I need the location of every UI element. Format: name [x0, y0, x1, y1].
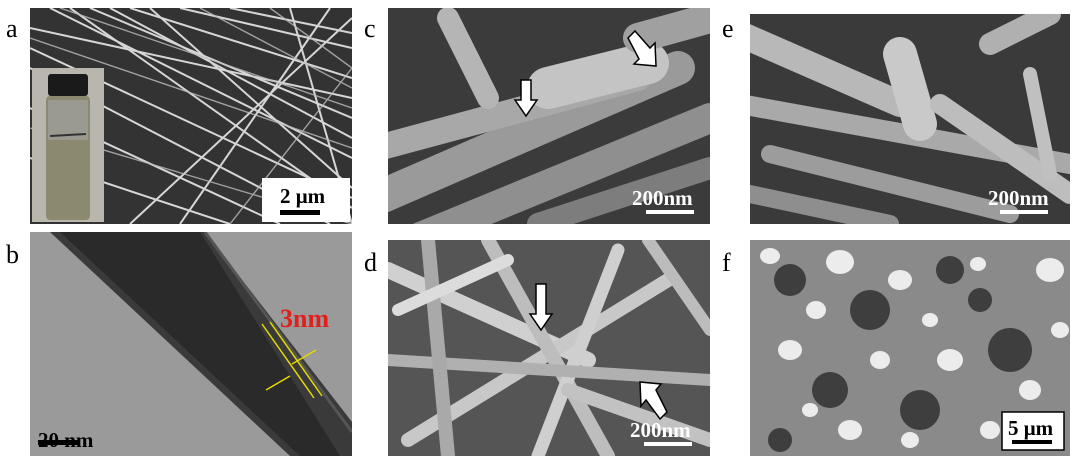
scale-bar-label-c: 200nm	[632, 186, 693, 210]
scale-bar-label-f: 5 μm	[1008, 416, 1054, 440]
scale-bar-label-b: 20 nm	[38, 428, 94, 452]
panel-label-d: d	[364, 248, 377, 277]
sem-image-a: 2 μm	[30, 8, 352, 224]
panel-label-e: e	[722, 14, 734, 43]
thickness-annotation: 3nm	[280, 304, 330, 333]
sem-image-c: 200nm	[388, 8, 710, 224]
sem-image-e: 200nm	[750, 14, 1070, 224]
sem-image-d: 200nm	[388, 240, 710, 456]
panel-label-b: b	[6, 240, 19, 269]
tem-image-b: 3nm 20 nm	[30, 232, 352, 456]
scale-bar-label-e: 200nm	[988, 186, 1049, 210]
scale-bar-label-a: 2 μm	[280, 184, 326, 208]
scale-bar-label-d: 200nm	[630, 418, 691, 442]
panel-label-f: f	[722, 248, 731, 277]
panel-label-a: a	[6, 14, 18, 43]
sem-image-f: 5 μm	[750, 240, 1070, 456]
panel-label-c: c	[364, 14, 376, 43]
